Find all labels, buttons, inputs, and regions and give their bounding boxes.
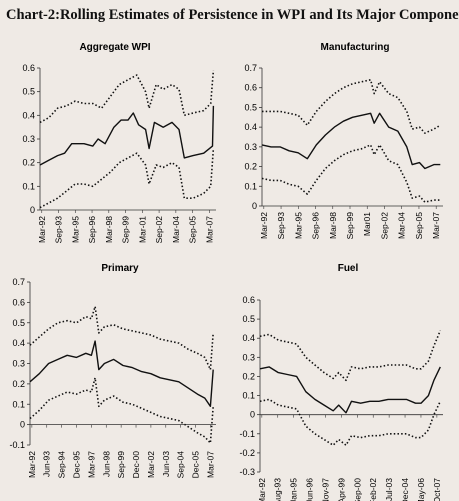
x-tick-label: Mar-95 [293,212,303,239]
x-tick-label: Sep-00 [352,478,362,501]
x-tick-label: Sep-02 [154,216,164,244]
panel-4-series-estimate [259,366,441,414]
y-tick-label: 0.4 [244,122,257,132]
x-tick-label: Oct-07 [432,478,442,501]
y-tick-label: -0.3 [239,467,255,477]
x-tick-label: Sep-93 [276,212,286,240]
x-tick-label: Jun-93 [42,451,52,477]
x-tick-label: Sep-94 [57,451,67,479]
x-tick-label: Apr-99 [336,478,346,501]
y-tick-label: 0.2 [242,371,255,381]
y-tick-label: -0.2 [239,448,255,458]
x-tick-label: Mar-01 [137,216,147,243]
x-tick-label: Mar-98 [328,212,338,239]
x-tick-label: Dec-95 [72,451,82,479]
y-tick-label: 0.1 [22,181,35,191]
y-tick-label: 0.6 [12,297,25,307]
x-tick-label: Sep-96 [311,212,321,240]
x-tick-label: Sep-04 [176,451,186,479]
x-tick-label: Feb-02 [368,478,378,501]
y-tick-label: 0.2 [244,162,257,172]
y-tick-label: 0.3 [22,134,35,144]
x-tick-label: Dec-05 [191,451,201,479]
x-tick-label: Jan-95 [289,478,299,501]
y-tick-label: 0 [30,205,35,215]
x-tick-label: Sep-93 [54,216,64,244]
x-tick-label: Mar-92 [257,478,267,501]
x-tick-label: Jun-98 [101,451,111,477]
y-tick-label: 0.5 [22,87,35,97]
panel-4-series-band-2 [259,398,442,446]
x-tick-label: Mar-95 [70,216,80,243]
chart-main-title: Chart-2:Rolling Estimates of Persistence… [6,7,459,23]
x-tick-label: Sep-96 [87,216,97,244]
y-tick-label: 0.4 [12,338,25,348]
x-tick-label: Sep-99 [121,216,131,244]
panel-3-series-estimate [29,340,214,407]
x-tick-label: Dec-00 [131,451,141,479]
x-tick-label: Sep-05 [414,212,424,240]
x-tick-label: Mar-97 [86,451,96,478]
x-tick-label: Mar-07 [431,212,441,239]
panel-1-series-band-2 [39,148,215,209]
x-tick-label: Mar-98 [104,216,114,243]
y-tick-label: 0.5 [244,102,257,112]
y-tick-label: 0.2 [12,379,25,389]
y-tick-label: 0.4 [22,110,35,120]
y-tick-label: 0.5 [242,314,255,324]
y-tick-label: 0.2 [22,158,35,168]
panel-2-series-estimate [261,112,441,170]
panel-1-title: Aggregate WPI [79,42,150,53]
y-tick-label: -0.1 [239,429,255,439]
x-tick-label: Mar-92 [259,212,269,239]
x-tick-label: Mar-07 [204,216,214,243]
panel-4-series-band-1 [259,330,442,382]
y-tick-label: 0.1 [244,181,257,191]
x-tick-label: Mar-07 [205,451,215,478]
x-tick-label: Dec-04 [400,478,410,501]
y-tick-label: 0.6 [244,83,257,93]
panel-3-series-band-2 [29,377,214,444]
panel-1-series-band-1 [39,70,215,124]
y-tick-label: 0.5 [12,318,25,328]
x-tick-label: Sep-02 [379,212,389,240]
x-tick-label: Sep-99 [345,212,355,240]
x-tick-label: Mar-92 [27,451,37,478]
y-tick-label: 0.3 [12,359,25,369]
y-tick-label: 0 [252,201,257,211]
y-tick-label: 0.4 [242,333,255,343]
x-tick-label: Mar-04 [397,212,407,239]
x-tick-label: May-06 [416,478,426,501]
x-tick-label: Mar-04 [171,216,181,243]
y-tick-label: 0.7 [244,63,257,73]
y-tick-label: 0.6 [22,63,35,73]
y-tick-label: 0.1 [12,399,25,409]
panel-3-title: Primary [101,263,139,274]
y-tick-label: 0.3 [244,142,257,152]
panel-2-series-band-2 [261,144,441,203]
x-tick-label: Mar-92 [37,216,47,243]
y-tick-label: 0.7 [12,277,25,287]
x-tick-label: Jun-96 [305,478,315,501]
x-tick-label: Aug-93 [273,478,283,501]
y-tick-label: -0.1 [9,440,25,450]
x-tick-label: Sep-99 [116,451,126,479]
x-tick-label: Mar01 [362,212,372,236]
x-tick-label: Nov-97 [320,478,330,501]
panel-4-title: Fuel [338,263,359,274]
x-tick-label: Jun-03 [161,451,171,477]
panel-2-series-band-1 [262,79,441,134]
y-tick-label: 0 [20,420,25,430]
panel-2-title: Manufacturing [321,42,390,53]
y-tick-label: 0.3 [242,352,255,362]
y-tick-label: 0.6 [242,295,255,305]
x-tick-label: Mar-02 [146,451,156,478]
panel-3-series-band-1 [29,305,214,371]
y-tick-label: 0 [250,410,255,420]
x-tick-label: Jul-03 [384,478,394,501]
y-tick-label: 0.1 [242,391,255,401]
panel-1-series-estimate [39,105,215,166]
x-tick-label: Sep-05 [188,216,198,244]
